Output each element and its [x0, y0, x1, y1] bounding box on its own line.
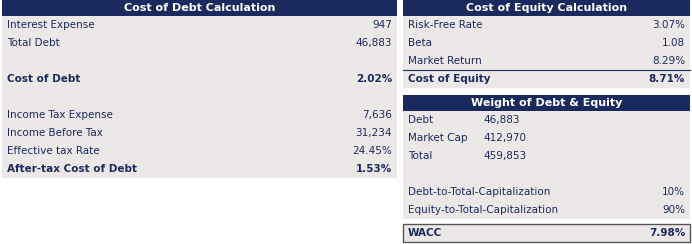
Text: Interest Expense: Interest Expense: [7, 20, 95, 30]
FancyBboxPatch shape: [2, 0, 397, 16]
Text: 412,970: 412,970: [483, 133, 526, 143]
Text: Risk-Free Rate: Risk-Free Rate: [408, 20, 482, 30]
FancyBboxPatch shape: [2, 16, 397, 178]
Text: 1.08: 1.08: [662, 38, 685, 48]
Text: Cost of Debt Calculation: Cost of Debt Calculation: [124, 3, 275, 13]
Text: Debt-to-Total-Capitalization: Debt-to-Total-Capitalization: [408, 187, 550, 197]
Text: Income Tax Expense: Income Tax Expense: [7, 110, 113, 120]
FancyBboxPatch shape: [403, 95, 690, 111]
Text: 8.29%: 8.29%: [652, 56, 685, 66]
Text: 3.07%: 3.07%: [652, 20, 685, 30]
Text: Total Debt: Total Debt: [7, 38, 60, 48]
FancyBboxPatch shape: [403, 16, 690, 88]
Text: 947: 947: [372, 20, 392, 30]
Text: Cost of Debt: Cost of Debt: [7, 74, 80, 84]
Text: Cost of Equity: Cost of Equity: [408, 74, 491, 84]
Text: 8.71%: 8.71%: [648, 74, 685, 84]
Text: After-tax Cost of Debt: After-tax Cost of Debt: [7, 164, 137, 174]
Text: Market Cap: Market Cap: [408, 133, 468, 143]
Text: 31,234: 31,234: [356, 128, 392, 138]
Text: 10%: 10%: [662, 187, 685, 197]
Text: 7.98%: 7.98%: [649, 228, 685, 238]
Text: 459,853: 459,853: [483, 151, 526, 161]
Text: 46,883: 46,883: [356, 38, 392, 48]
Text: Equity-to-Total-Capitalization: Equity-to-Total-Capitalization: [408, 205, 558, 215]
FancyBboxPatch shape: [403, 0, 690, 16]
Text: 24.45%: 24.45%: [352, 146, 392, 156]
Text: Income Before Tax: Income Before Tax: [7, 128, 103, 138]
Text: Cost of Equity Calculation: Cost of Equity Calculation: [466, 3, 627, 13]
Text: Weight of Debt & Equity: Weight of Debt & Equity: [471, 98, 622, 108]
Text: 7,636: 7,636: [362, 110, 392, 120]
Text: Total: Total: [408, 151, 432, 161]
FancyBboxPatch shape: [403, 224, 690, 242]
Text: Effective tax Rate: Effective tax Rate: [7, 146, 100, 156]
Text: Market Return: Market Return: [408, 56, 482, 66]
FancyBboxPatch shape: [403, 111, 690, 219]
Text: 90%: 90%: [662, 205, 685, 215]
Text: Debt: Debt: [408, 115, 433, 125]
Text: WACC: WACC: [408, 228, 442, 238]
Text: 2.02%: 2.02%: [356, 74, 392, 84]
Text: 1.53%: 1.53%: [356, 164, 392, 174]
Text: 46,883: 46,883: [483, 115, 520, 125]
Text: Beta: Beta: [408, 38, 432, 48]
